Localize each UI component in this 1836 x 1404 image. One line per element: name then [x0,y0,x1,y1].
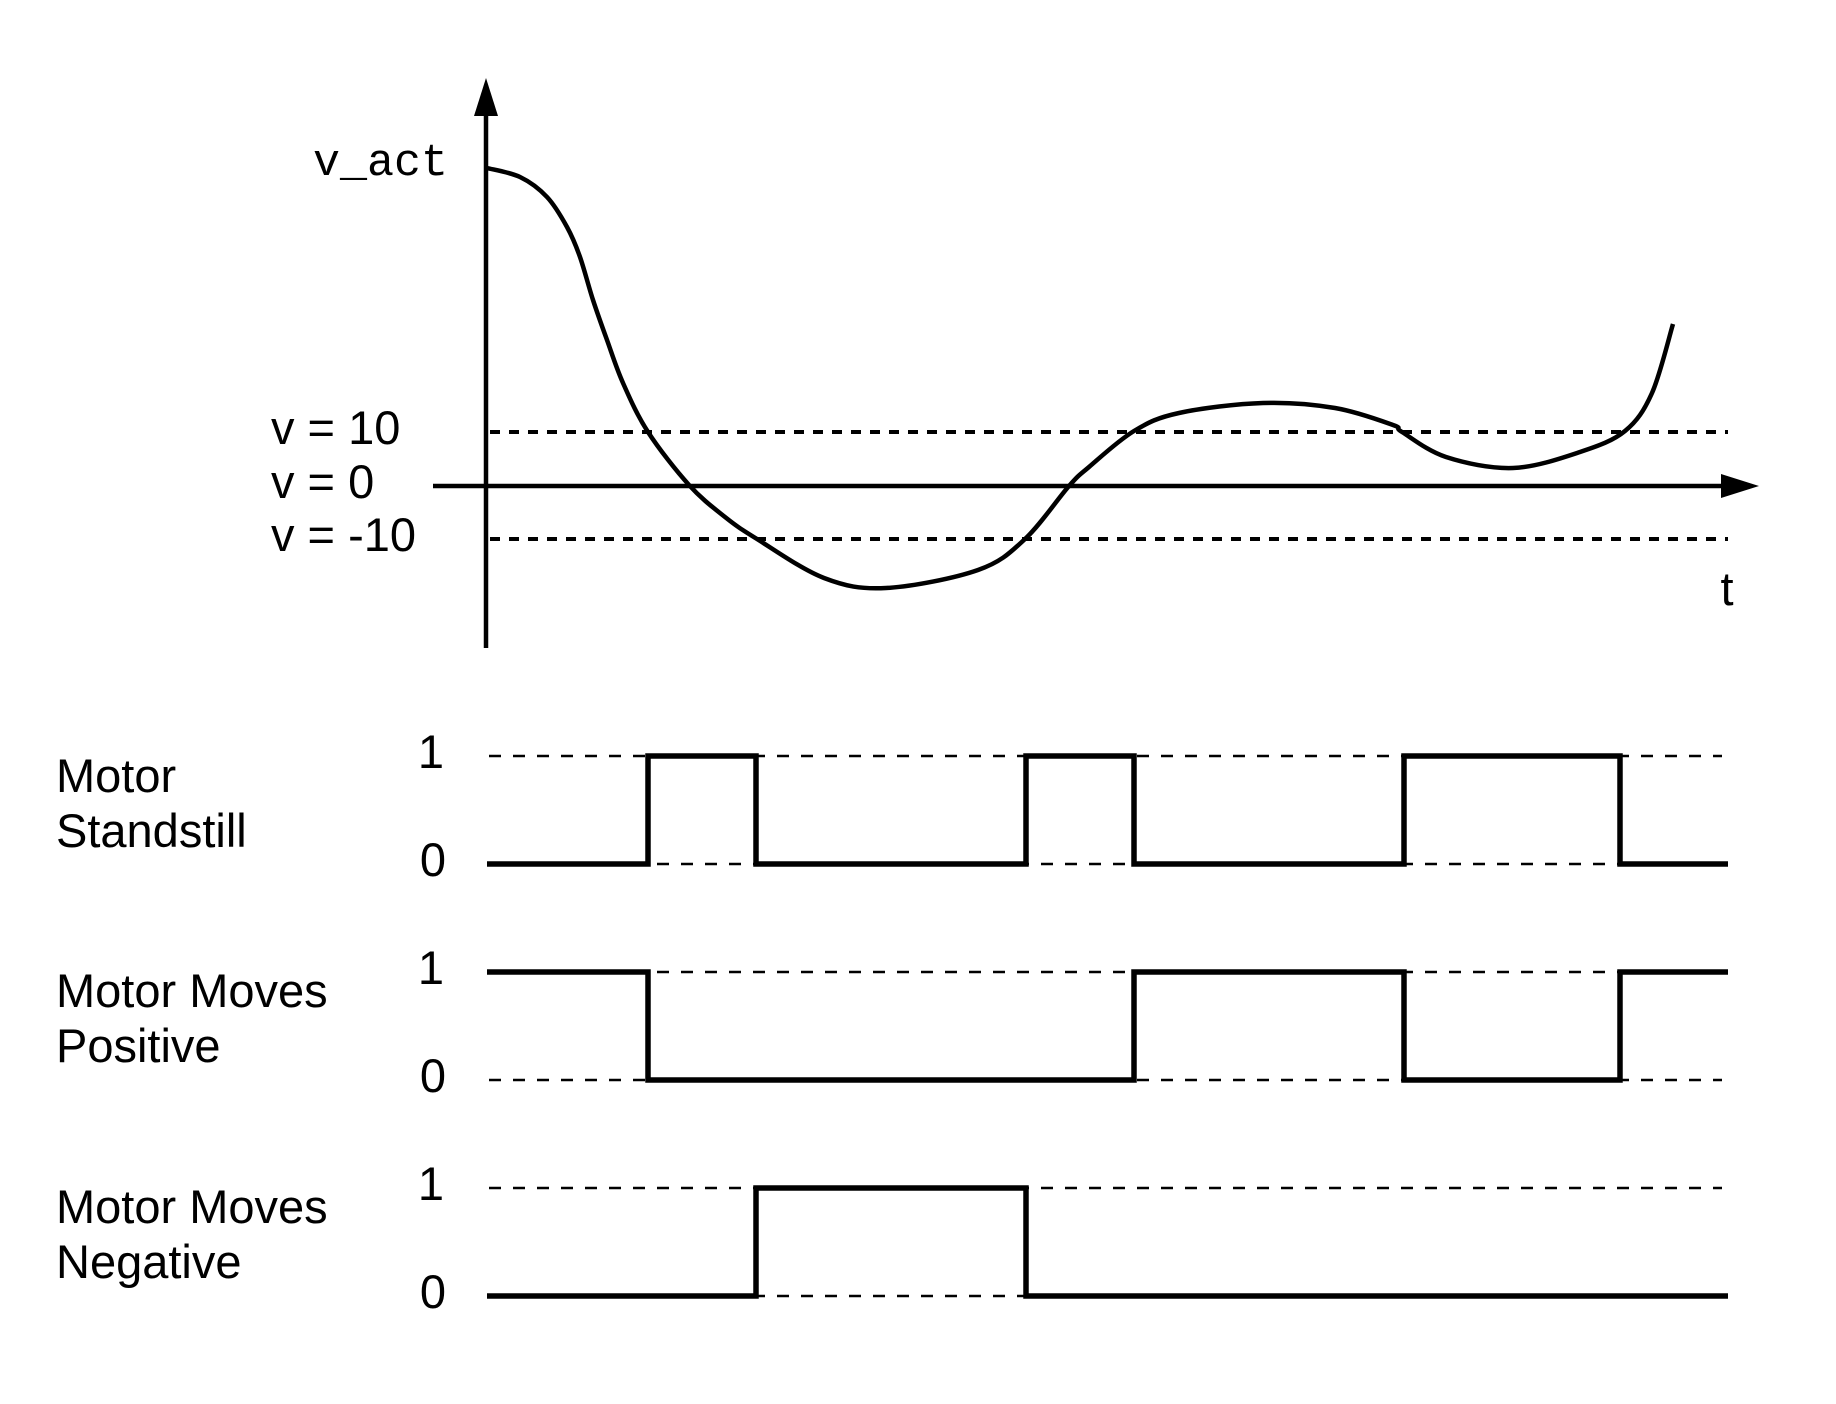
level-label-high: 1 [418,725,444,778]
y-axis-arrow-icon [474,78,498,116]
signal-label-line2: Positive [56,1019,221,1072]
signal-waveform [487,753,1728,867]
x-axis-label: t [1720,562,1733,615]
level-label-low: 0 [420,833,446,886]
signal-row-motor-moves-negative: Motor Moves Negative 1 0 [56,1157,1728,1318]
level-label-low: 0 [420,1265,446,1318]
signal-label-line1: Motor Moves [56,964,328,1017]
signal-label-line1: Motor Moves [56,1180,328,1233]
signal-label-line2: Standstill [56,804,247,857]
signal-label-line2: Negative [56,1235,242,1288]
velocity-plot: v_act v = 10 v = 0 v = -10 t [271,78,1759,648]
level-label-high: 1 [418,1157,444,1210]
x-axis-arrow-icon [1721,474,1759,498]
level-label-low: 0 [420,1049,446,1102]
signal-row-motor-standstill: Motor Standstill 1 0 [56,725,1728,886]
signal-row-motor-moves-positive: Motor Moves Positive 1 0 [56,941,1728,1102]
signal-label-line1: Motor [56,749,176,802]
level-label-high: 1 [418,941,444,994]
signal-waveform [487,969,1728,1083]
velocity-curve [486,165,1676,591]
signal-waveform [487,1185,1728,1299]
threshold-label-plus-10: v = 10 [271,401,400,454]
threshold-label-zero: v = 0 [271,455,374,508]
y-axis-label: v_act [313,138,448,189]
threshold-label-minus-10: v = -10 [271,508,416,561]
